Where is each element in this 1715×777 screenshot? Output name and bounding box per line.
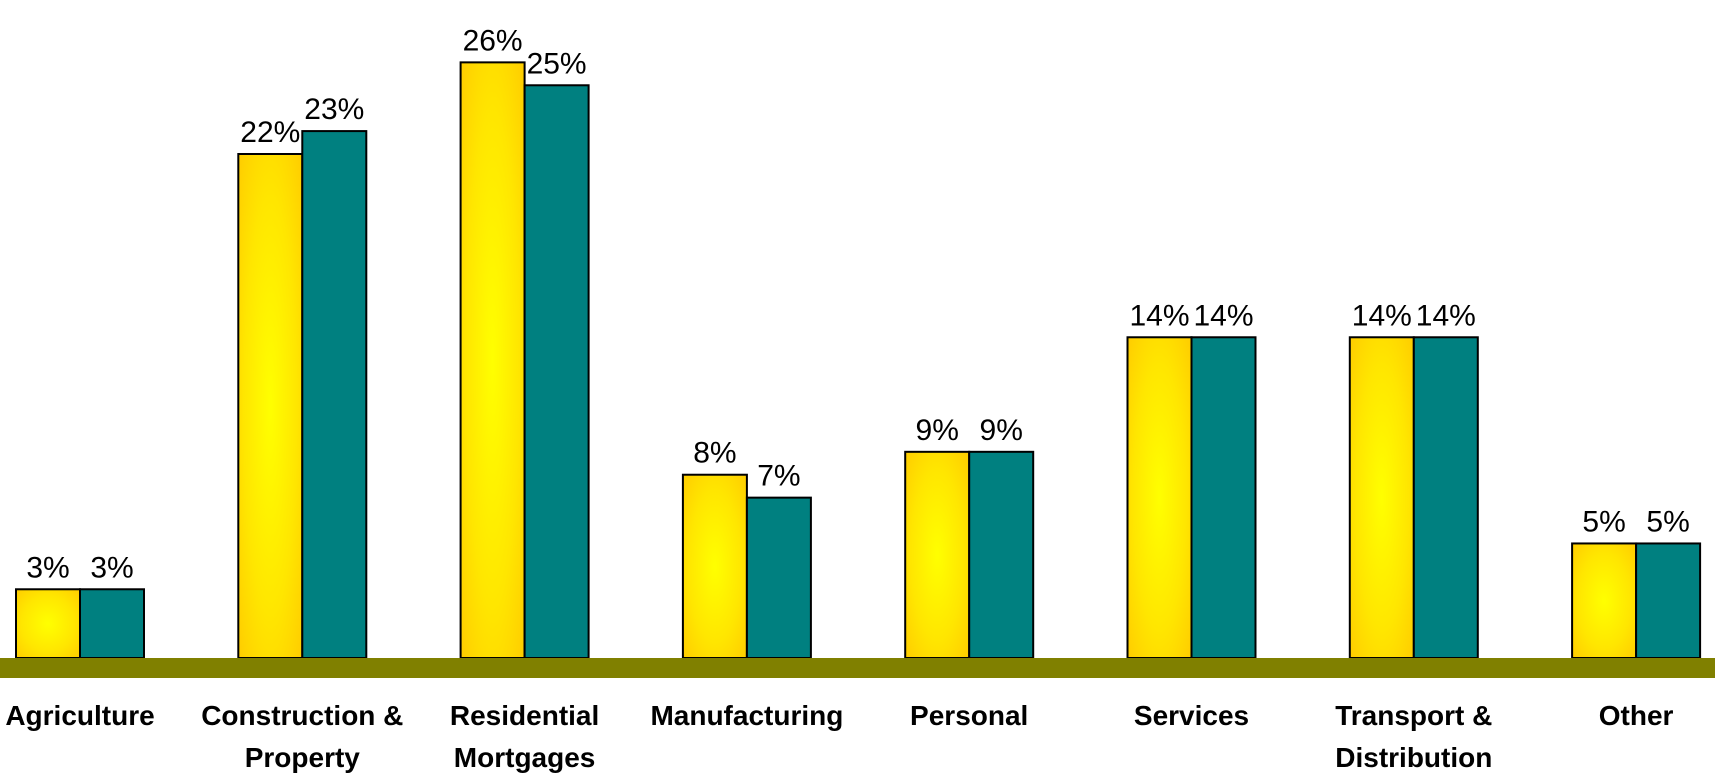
category-label-2-line2: Mortgages [454, 742, 596, 773]
category-label-7-line1: Other [1599, 700, 1674, 731]
bar-series2-6 [1412, 336, 1479, 659]
value-label-series2-3: 7% [757, 460, 800, 493]
bar-series1-0 [15, 588, 81, 659]
bar-series1-2 [459, 61, 526, 659]
bar-series1-1 [237, 153, 304, 659]
bar-series1-3 [681, 473, 748, 659]
value-label-series2-7: 5% [1646, 505, 1689, 538]
bar-series1-4 [904, 450, 971, 659]
value-labels-group: 3% 3%22%23%26%25%8%7%9% 9%14% 14% 14% 14%5% 5% [26, 24, 1689, 584]
category-label-3-line1: Manufacturing [650, 700, 843, 731]
bar-series2-0 [79, 588, 145, 659]
value-label-series1-5: 14% [1129, 299, 1189, 332]
bar-series1-6 [1348, 336, 1415, 659]
category-label-6-line1: Transport & [1335, 700, 1492, 731]
bar-series2-2 [523, 84, 590, 660]
value-label-series2-4: 9% [980, 414, 1023, 447]
bar-series2-4 [968, 450, 1035, 659]
category-label-2-line1: Residential [450, 700, 599, 731]
bar-series2-5 [1190, 336, 1257, 659]
value-label-series1-4: 9% [916, 414, 959, 447]
chart-floor [0, 658, 1715, 678]
value-label-series2-0: 3% [90, 551, 133, 584]
value-label-series2-6: 14% [1416, 299, 1476, 332]
value-label-series1-2: 26% [463, 24, 523, 57]
value-label-series1-0: 3% [26, 551, 69, 584]
bar-series2-1 [301, 130, 368, 660]
category-label-6-line2: Distribution [1335, 742, 1492, 773]
bar-series2-7 [1635, 542, 1702, 659]
category-label-1-line2: Property [245, 742, 361, 773]
value-label-series1-1: 22% [240, 116, 300, 149]
bar-series2-3 [745, 496, 812, 659]
category-labels-group: Agriculture Construction & Property Residen… [5, 700, 1673, 773]
value-label-series2-1: 23% [304, 93, 364, 126]
category-label-0-line1: Agriculture [5, 700, 154, 731]
category-label-1-line1: Construction & [201, 700, 403, 731]
category-label-4-line1: Personal [910, 700, 1028, 731]
value-label-series2-2: 25% [527, 47, 587, 80]
value-label-series2-5: 14% [1193, 299, 1253, 332]
value-label-series1-3: 8% [693, 437, 736, 470]
bars-group [15, 61, 1702, 660]
category-label-5-line1: Services [1134, 700, 1249, 731]
bar-series1-7 [1571, 542, 1638, 659]
bar-series1-5 [1126, 336, 1193, 659]
value-label-series1-6: 14% [1352, 299, 1412, 332]
value-label-series1-7: 5% [1582, 505, 1625, 538]
